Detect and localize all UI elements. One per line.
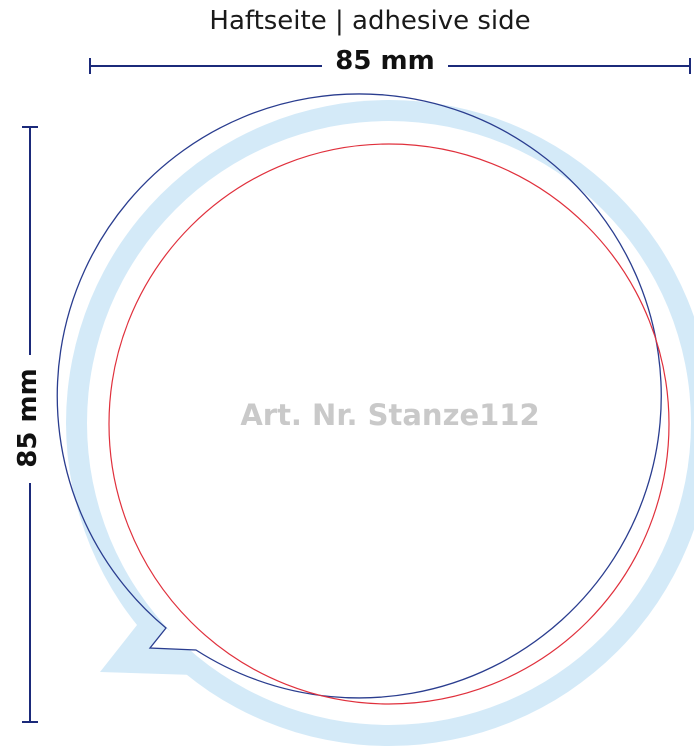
width-dimension-label: 85 mm xyxy=(335,46,435,76)
article-number-label: Art. Nr. Stanze112 xyxy=(240,398,540,432)
sticker-body xyxy=(87,121,691,725)
width-dimension-line xyxy=(89,58,691,74)
cut-line xyxy=(56,93,662,699)
adhesive-side-caption: Haftseite | adhesive side xyxy=(209,6,531,36)
safe-area-line xyxy=(108,143,670,705)
height-dimension-line xyxy=(22,126,38,723)
